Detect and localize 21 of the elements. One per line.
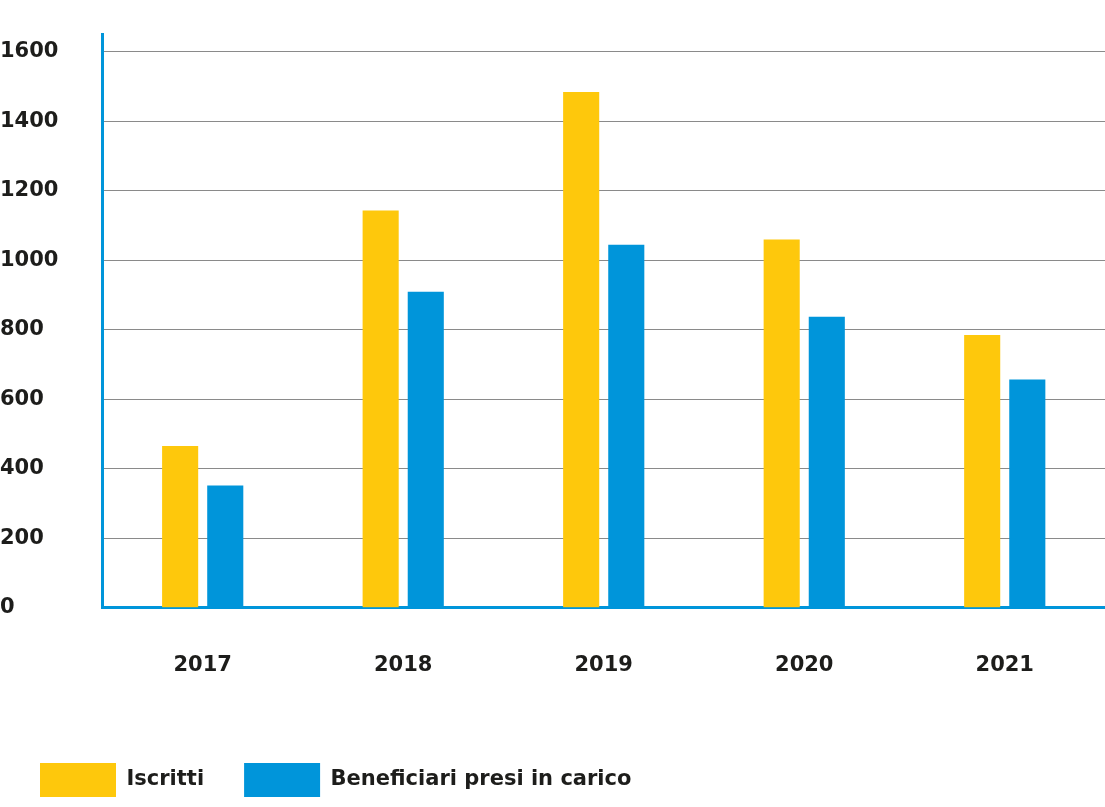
y-tick-label: 800 [0, 316, 44, 341]
bar [162, 445, 199, 608]
x-tick-label: 2019 [574, 651, 633, 676]
y-tick-label: 1000 [0, 246, 59, 271]
x-tick-label: 2018 [373, 651, 433, 676]
bar [964, 335, 1001, 608]
legend-label: Iscritti [126, 766, 205, 791]
bar [563, 91, 600, 608]
y-tick-label: 600 [0, 385, 44, 410]
y-tick-label: 0 [0, 594, 15, 619]
y-tick-label: 400 [0, 455, 44, 480]
y-tick-label: 1200 [0, 177, 59, 202]
x-tick-label: 2020 [775, 651, 834, 676]
x-tick-label: 2021 [975, 651, 1034, 676]
y-tick-label: 200 [0, 524, 44, 549]
x-tick-label: 2017 [173, 651, 232, 676]
bar [763, 239, 800, 608]
y-tick-label: 1600 [0, 38, 59, 63]
bar [362, 210, 399, 608]
y-tick-label: 1400 [0, 107, 59, 132]
legend-label: Beneficiari presi in carico [330, 766, 632, 791]
